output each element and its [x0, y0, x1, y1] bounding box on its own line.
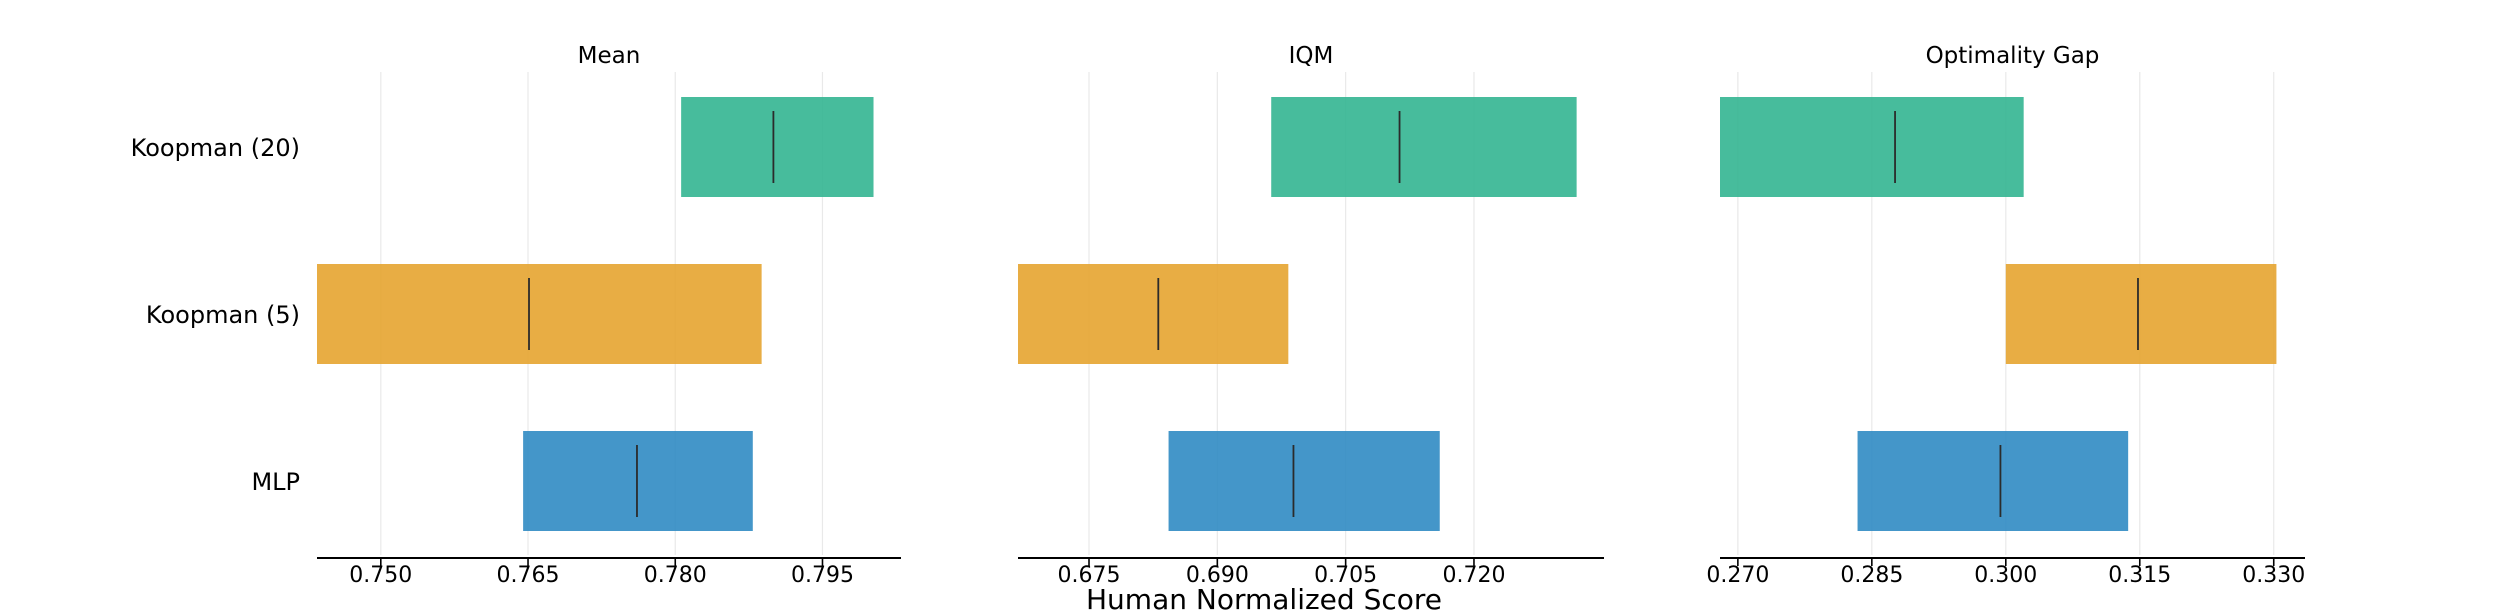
interval-bar-mean-koopman-20: [681, 97, 874, 197]
interval-bar-iqm-mlp: [1168, 431, 1440, 531]
panel-title-mean: Mean: [578, 43, 641, 69]
interval-bar-mean-koopman-5: [317, 264, 762, 364]
interval-bar-optimality-gap-koopman-20: [1720, 97, 2024, 197]
interval-bar-optimality-gap-koopman-5: [2005, 264, 2277, 364]
panel-title-iqm: IQM: [1289, 43, 1334, 69]
x-tick-label-iqm-1: 0.690: [1186, 563, 1249, 588]
category-label-koopman-5: Koopman (5): [146, 301, 300, 329]
x-tick-label-iqm-3: 0.720: [1442, 563, 1505, 588]
x-tick-label-optimality-gap-3: 0.315: [2108, 563, 2171, 588]
x-axis-label: Human Normalized Score: [1086, 583, 1442, 611]
interval-bar-mean-mlp: [523, 431, 753, 531]
interval-bar-iqm-koopman-20: [1271, 97, 1577, 197]
x-tick-label-iqm-2: 0.705: [1314, 563, 1377, 588]
x-tick-label-optimality-gap-0: 0.270: [1706, 563, 1769, 588]
x-tick-label-mean-1: 0.765: [497, 563, 560, 588]
category-label-koopman-20: Koopman (20): [131, 134, 300, 162]
x-tick-label-iqm-0: 0.675: [1058, 563, 1121, 588]
panel-title-optimality-gap: Optimality Gap: [1926, 43, 2100, 69]
interval-bar-iqm-koopman-5: [1018, 264, 1289, 364]
x-tick-label-mean-2: 0.780: [644, 563, 707, 588]
x-tick-label-mean-0: 0.750: [349, 563, 412, 588]
x-tick-label-optimality-gap-1: 0.285: [1840, 563, 1903, 588]
interval-bar-optimality-gap-mlp: [1857, 431, 2129, 531]
x-tick-label-optimality-gap-2: 0.300: [1974, 563, 2037, 588]
category-label-mlp: MLP: [251, 468, 300, 496]
x-tick-label-mean-3: 0.795: [791, 563, 854, 588]
x-tick-label-optimality-gap-4: 0.330: [2242, 563, 2305, 588]
